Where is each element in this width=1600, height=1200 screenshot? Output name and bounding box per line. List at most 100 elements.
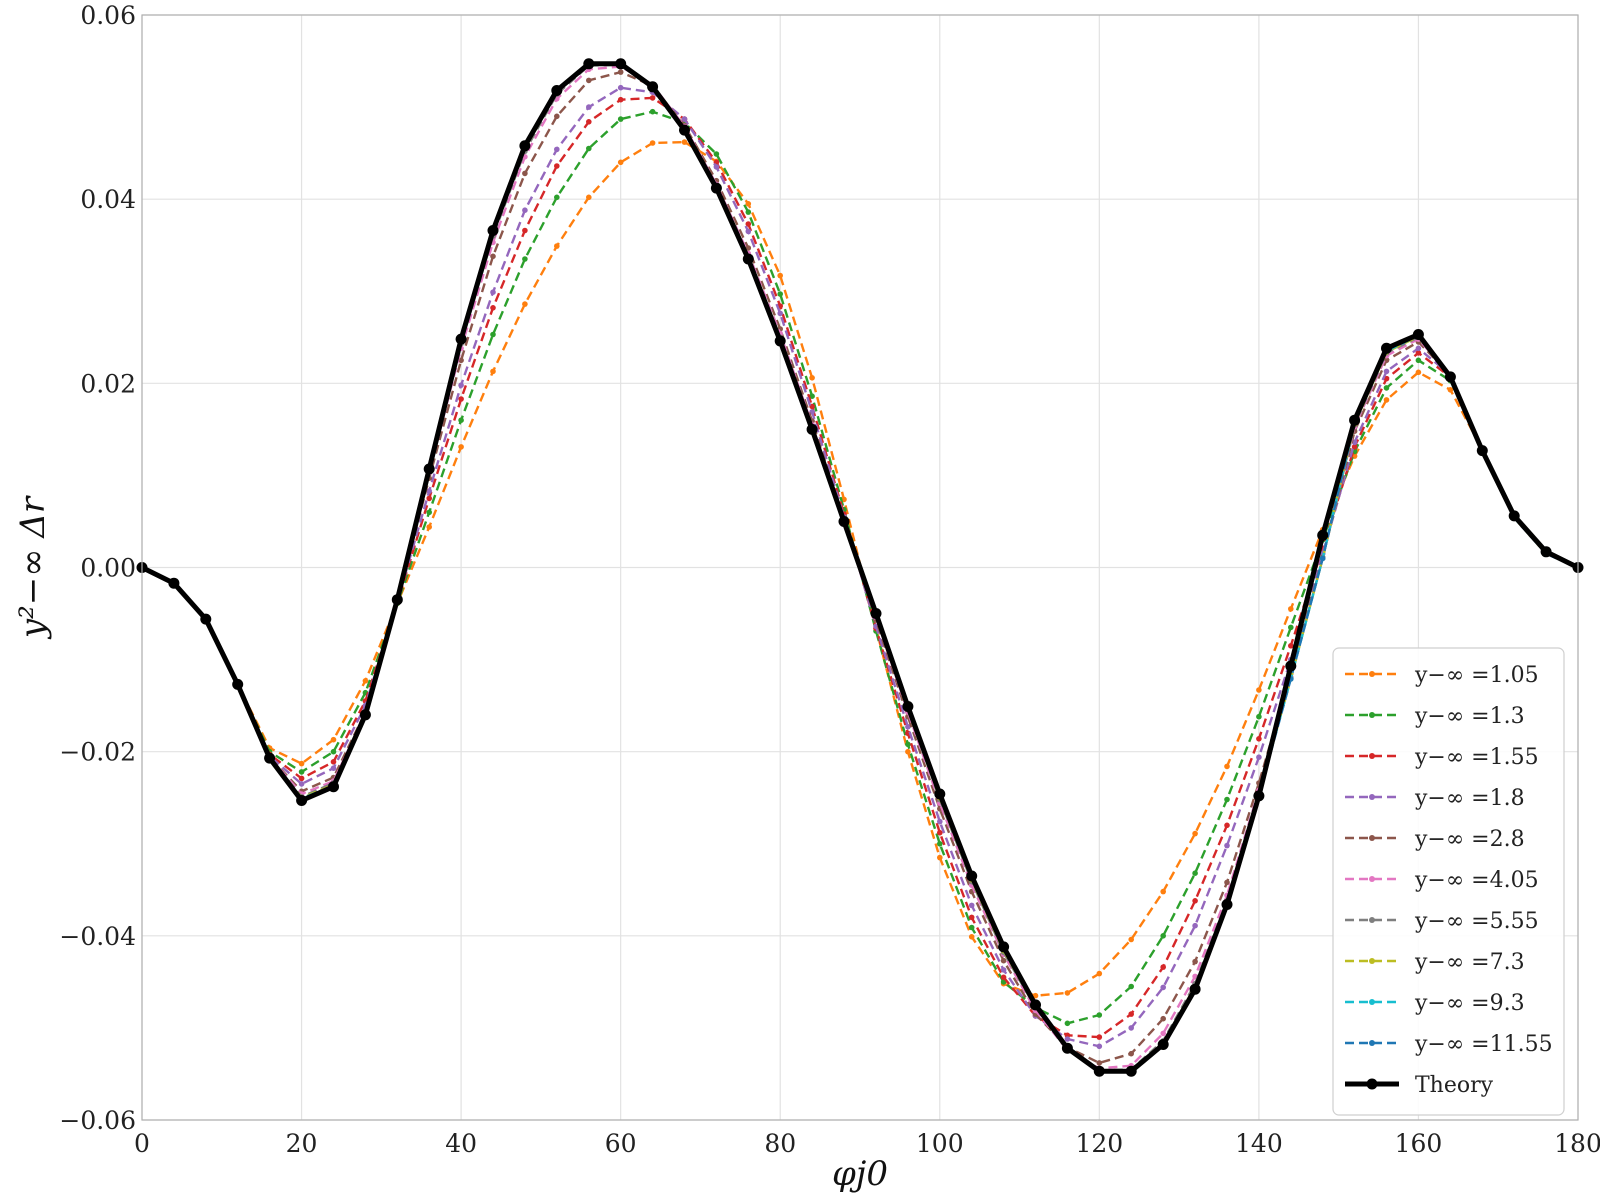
data-point (298, 781, 305, 787)
data-point (1319, 555, 1326, 562)
data-point (586, 145, 592, 152)
x-tick-label: 140 (1235, 1129, 1283, 1158)
data-point (1224, 796, 1230, 803)
data-point (586, 104, 592, 110)
data-point (681, 139, 688, 145)
data-point (1351, 444, 1358, 450)
data-point (1096, 1012, 1103, 1018)
data-point (1128, 936, 1134, 943)
legend-swatch-marker (1369, 794, 1375, 800)
data-point (1096, 1043, 1103, 1050)
legend-swatch-marker (1369, 1040, 1375, 1046)
legend-swatch-marker (1369, 835, 1375, 841)
data-point (330, 765, 337, 771)
x-tick-label: 180 (1554, 1129, 1600, 1158)
data-point (330, 736, 337, 743)
series-layer (136, 58, 1584, 1077)
data-point (1160, 1030, 1166, 1037)
data-point (1256, 754, 1262, 760)
data-point (968, 934, 975, 940)
legend-label: y−∞ =11.55 (1414, 1032, 1553, 1057)
data-point (522, 170, 528, 177)
x-tick-label: 20 (286, 1129, 318, 1158)
legend-label: Theory (1415, 1073, 1494, 1098)
data-point (968, 914, 975, 921)
data-point (1285, 660, 1297, 672)
legend-swatch-marker (1369, 958, 1375, 964)
data-point (200, 613, 212, 625)
data-point (1256, 687, 1262, 693)
data-point (522, 227, 528, 234)
y-tick-label: −0.06 (59, 1106, 136, 1135)
x-tick-label: 60 (605, 1129, 637, 1158)
data-point (745, 201, 752, 207)
data-point (937, 818, 943, 825)
data-point (490, 305, 496, 311)
data-point (458, 444, 464, 450)
data-point (296, 795, 308, 806)
data-point (586, 119, 592, 125)
legend-item: y−∞ =5.55 (1345, 909, 1539, 934)
data-point (806, 423, 818, 435)
y-tick-label: 0.00 (80, 554, 136, 583)
data-point (554, 113, 560, 120)
data-point (490, 289, 496, 296)
data-point (455, 333, 467, 345)
data-point (902, 701, 914, 712)
data-point (426, 524, 433, 530)
data-point (519, 140, 531, 152)
data-point (391, 594, 403, 606)
y-axis-ticks: −0.06 −0.04 −0.02 0.00 0.02 0.04 0.06 (59, 1, 136, 1135)
legend-swatch-marker (1369, 999, 1375, 1005)
data-point (615, 58, 627, 70)
data-point (745, 228, 752, 235)
data-point (1508, 510, 1520, 522)
data-point (647, 81, 659, 93)
legend-item: y−∞ =1.8 (1345, 786, 1525, 811)
data-point (168, 577, 180, 589)
data-point (232, 678, 244, 690)
data-point (905, 724, 911, 730)
data-point (809, 375, 815, 381)
data-point (1383, 397, 1390, 403)
legend-label: y−∞ =4.05 (1414, 868, 1539, 893)
data-point (1415, 345, 1422, 352)
data-point (362, 678, 369, 684)
data-point (1160, 888, 1166, 895)
legend-swatch-marker (1369, 917, 1375, 923)
data-point (426, 488, 433, 494)
legend-item: y−∞ =1.55 (1345, 745, 1539, 770)
data-point (649, 140, 656, 146)
data-point (1064, 1020, 1071, 1027)
data-point (1160, 984, 1166, 991)
data-point (1192, 898, 1198, 904)
data-point (1288, 643, 1294, 649)
data-point (679, 124, 690, 136)
data-point (1096, 1034, 1103, 1040)
data-point (1064, 990, 1071, 996)
series-line (140, 61, 1580, 1074)
data-point (1224, 842, 1230, 849)
y-axis-label: y²−∞ Δr (13, 495, 53, 640)
data-point (1224, 822, 1230, 829)
data-point (937, 841, 943, 847)
data-point (777, 272, 783, 279)
data-point (522, 207, 528, 213)
data-point (1000, 967, 1007, 973)
legend-swatch-marker (1369, 753, 1375, 759)
data-point (1064, 1036, 1071, 1042)
data-point (1192, 958, 1198, 965)
legend-box (1332, 647, 1565, 1116)
data-point (1317, 529, 1329, 541)
data-point (328, 781, 339, 793)
series-10 (136, 58, 1584, 1077)
legend-item: y−∞ =11.55 (1345, 1032, 1553, 1057)
data-point (583, 58, 595, 70)
data-point (649, 108, 656, 115)
plot-frame (141, 14, 1579, 1121)
data-point (617, 69, 624, 75)
data-point (1192, 870, 1198, 876)
data-point (522, 256, 528, 262)
data-point (870, 608, 882, 619)
data-point (1256, 736, 1262, 742)
